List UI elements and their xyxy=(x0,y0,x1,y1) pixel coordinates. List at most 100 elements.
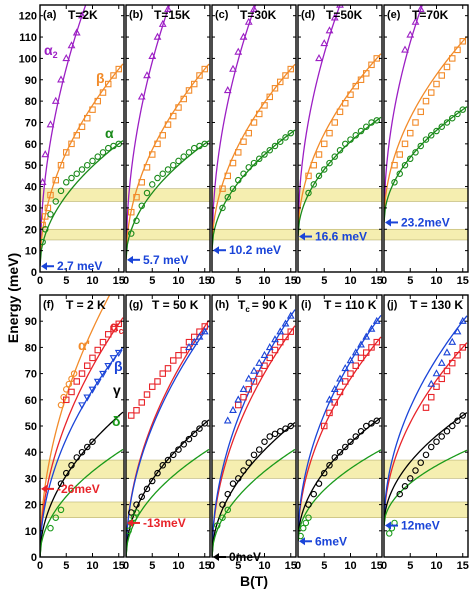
panel-frame xyxy=(211,4,297,273)
point-gamma xyxy=(170,451,177,459)
x-tick-label: 0 xyxy=(123,560,129,572)
fit-curve-alpha2 xyxy=(40,5,87,266)
point-gamma xyxy=(315,480,323,487)
point-alpha xyxy=(57,187,65,195)
point-gamma xyxy=(219,501,226,508)
y-axis-title: Energy (meV) xyxy=(5,253,21,343)
point-beta xyxy=(336,374,344,382)
fit-curve-gamma xyxy=(384,412,468,526)
plot-area xyxy=(212,309,296,557)
point-alpha xyxy=(406,155,414,163)
y-tick-label: 0 xyxy=(31,267,37,279)
point-alpha2 xyxy=(234,47,243,55)
point-gamma xyxy=(57,480,65,487)
point-beta xyxy=(287,65,294,73)
point-alpha2 xyxy=(411,17,420,25)
x-tick-label: 5 xyxy=(235,560,241,572)
panel-tag: (e) xyxy=(387,9,401,21)
point-alpha xyxy=(454,110,461,118)
point-alpha xyxy=(47,211,54,218)
point-delta xyxy=(133,509,140,516)
x-tick-label: 10 xyxy=(430,560,442,572)
point-beta xyxy=(52,176,59,184)
point-beta xyxy=(84,114,91,122)
fit-curve-beta xyxy=(384,36,468,223)
energy-band xyxy=(125,228,211,241)
point-gamma xyxy=(255,446,263,453)
point-beta xyxy=(320,140,328,148)
point-delta xyxy=(299,524,307,532)
point-beta xyxy=(41,213,49,220)
point-alpha2 xyxy=(153,32,162,40)
point-alpha-c xyxy=(115,320,123,328)
point-gamma xyxy=(373,417,380,425)
point-alpha xyxy=(412,149,419,156)
point-gamma xyxy=(62,469,70,477)
y-tick-label: 40 xyxy=(25,447,37,459)
temperature-subscript: c xyxy=(245,305,250,314)
energy-band xyxy=(383,459,469,479)
point-alpha xyxy=(341,140,349,148)
point-alpha xyxy=(191,144,198,152)
point-alpha xyxy=(89,157,96,165)
x-tick-label: 10 xyxy=(172,275,184,287)
point-beta xyxy=(229,405,237,413)
panel-tag: (j) xyxy=(387,299,398,311)
fit-curve-alpha2 xyxy=(384,5,423,222)
point-alpha-c xyxy=(154,378,161,385)
x-tick-label: 15 xyxy=(285,275,297,287)
fit-curve-alpha-c xyxy=(212,325,296,557)
point-alpha2 xyxy=(336,5,344,8)
point-alpha2 xyxy=(62,54,71,62)
point-beta xyxy=(245,129,253,137)
point-gamma xyxy=(68,462,75,469)
point-alpha2 xyxy=(239,32,248,40)
point-beta xyxy=(234,395,243,403)
gap-arrow-head xyxy=(213,553,219,561)
point-gamma xyxy=(235,475,242,482)
series-label-alpha-c-sub: c xyxy=(119,326,124,336)
x-tick-label: 10 xyxy=(258,275,270,287)
point-alpha-c xyxy=(443,367,451,375)
point-beta xyxy=(341,363,350,372)
y-tick-label: 10 xyxy=(25,246,37,258)
point-gamma xyxy=(320,469,328,477)
x-tick-label: 10 xyxy=(172,560,184,572)
point-beta xyxy=(305,172,312,180)
point-beta xyxy=(185,87,193,94)
panel-tag: (g) xyxy=(129,299,143,311)
point-alpha xyxy=(170,161,177,169)
point-alpha2 xyxy=(40,177,47,185)
point-gamma xyxy=(191,430,198,438)
point-alpha-c xyxy=(62,396,70,404)
y-tick-label: 50 xyxy=(25,160,37,172)
point-gamma xyxy=(433,438,440,445)
point-beta xyxy=(437,358,446,366)
x-tick-label: 5 xyxy=(149,275,155,287)
point-alpha-c xyxy=(138,399,146,406)
point-gamma xyxy=(196,425,203,432)
gap-label: 0meV xyxy=(229,550,261,564)
gap-label: 23.2meV xyxy=(401,215,450,229)
fit-curve-beta xyxy=(126,325,210,557)
point-beta xyxy=(224,172,232,180)
x-tick-label: 10 xyxy=(86,275,98,287)
fit-curve-delta xyxy=(126,448,210,557)
point-beta xyxy=(255,110,263,118)
point-beta xyxy=(133,193,140,201)
energy-band xyxy=(39,188,125,202)
point-gamma xyxy=(89,438,96,445)
point-beta xyxy=(310,161,317,169)
point-alpha2 xyxy=(51,96,60,104)
point-alpha-c xyxy=(438,375,445,383)
point-alpha2 xyxy=(325,26,334,34)
gap-label: 10.2 meV xyxy=(229,243,281,257)
point-alpha-c xyxy=(287,328,294,335)
point-gamma xyxy=(417,459,424,466)
panel-frame xyxy=(383,4,469,273)
point-beta xyxy=(286,311,295,319)
point-alpha-c xyxy=(357,354,365,362)
series-label-gamma: γ xyxy=(113,382,121,398)
x-tick-label: 15 xyxy=(371,275,383,287)
